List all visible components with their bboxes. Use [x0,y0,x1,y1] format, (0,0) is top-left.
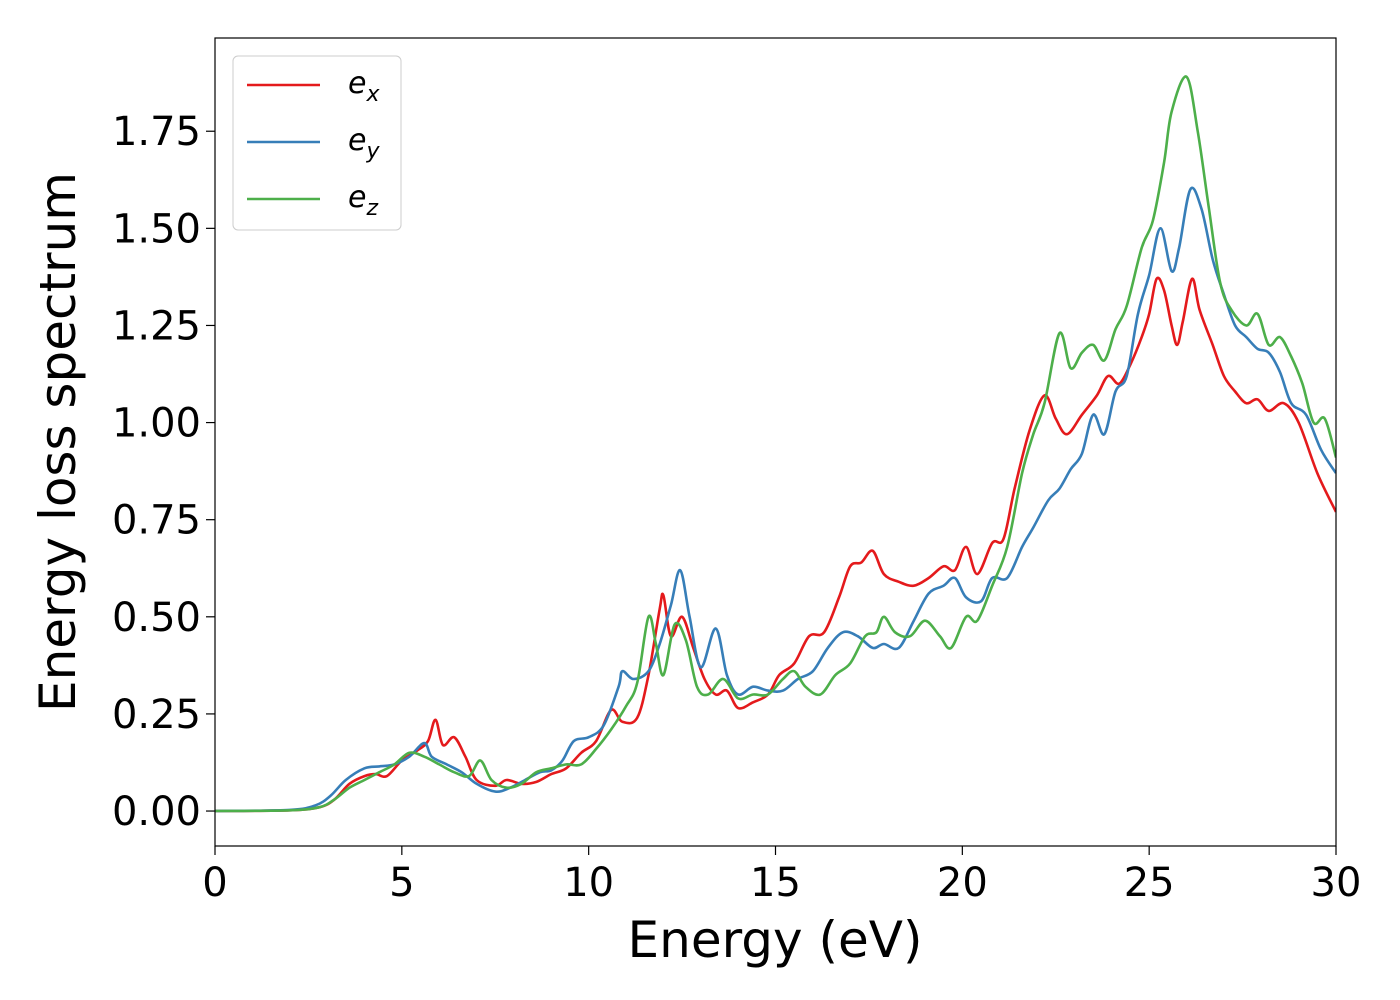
y-axis: 0.00 0.25 0.50 0.75 1.00 1.25 1.50 1.75 [112,109,215,835]
legend-label-base: e [348,123,366,158]
legend-label-subscript: y [365,139,380,164]
legend-label-x: ex [348,66,380,107]
legend-label-base: e [348,180,366,215]
y-tick-label: 1.25 [112,303,201,349]
x-tick-label: 30 [1311,860,1362,906]
x-tick-label: 25 [1124,860,1175,906]
legend-label-y: ey [348,123,380,164]
y-tick-label: 0.50 [112,595,201,641]
y-tick-label: 0.25 [112,692,201,738]
y-tick-label: 1.75 [112,109,201,155]
y-tick-label: 0.75 [112,498,201,544]
x-axis: 0 5 10 15 20 25 30 [202,846,1361,906]
legend-label-z: ez [348,180,378,221]
x-tick-label: 0 [202,860,227,906]
x-tick-label: 5 [389,860,414,906]
legend-label-base: e [348,66,366,101]
legend-label-subscript: x [365,82,380,107]
series-line-x [215,276,1336,813]
x-tick-label: 10 [563,860,614,906]
y-tick-label: 0.00 [112,789,201,835]
x-axis-title: Energy (eV) [628,911,923,969]
y-axis-title: Energy loss spectrum [29,172,87,712]
x-tick-label: 20 [937,860,988,906]
series-line-z [215,75,1336,813]
series-line-y [215,186,1336,813]
y-tick-label: 1.50 [112,206,201,252]
y-tick-label: 1.00 [112,401,201,447]
x-tick-label: 15 [750,860,801,906]
series-layer [215,75,1336,813]
legend-label-subscript: z [365,196,378,221]
